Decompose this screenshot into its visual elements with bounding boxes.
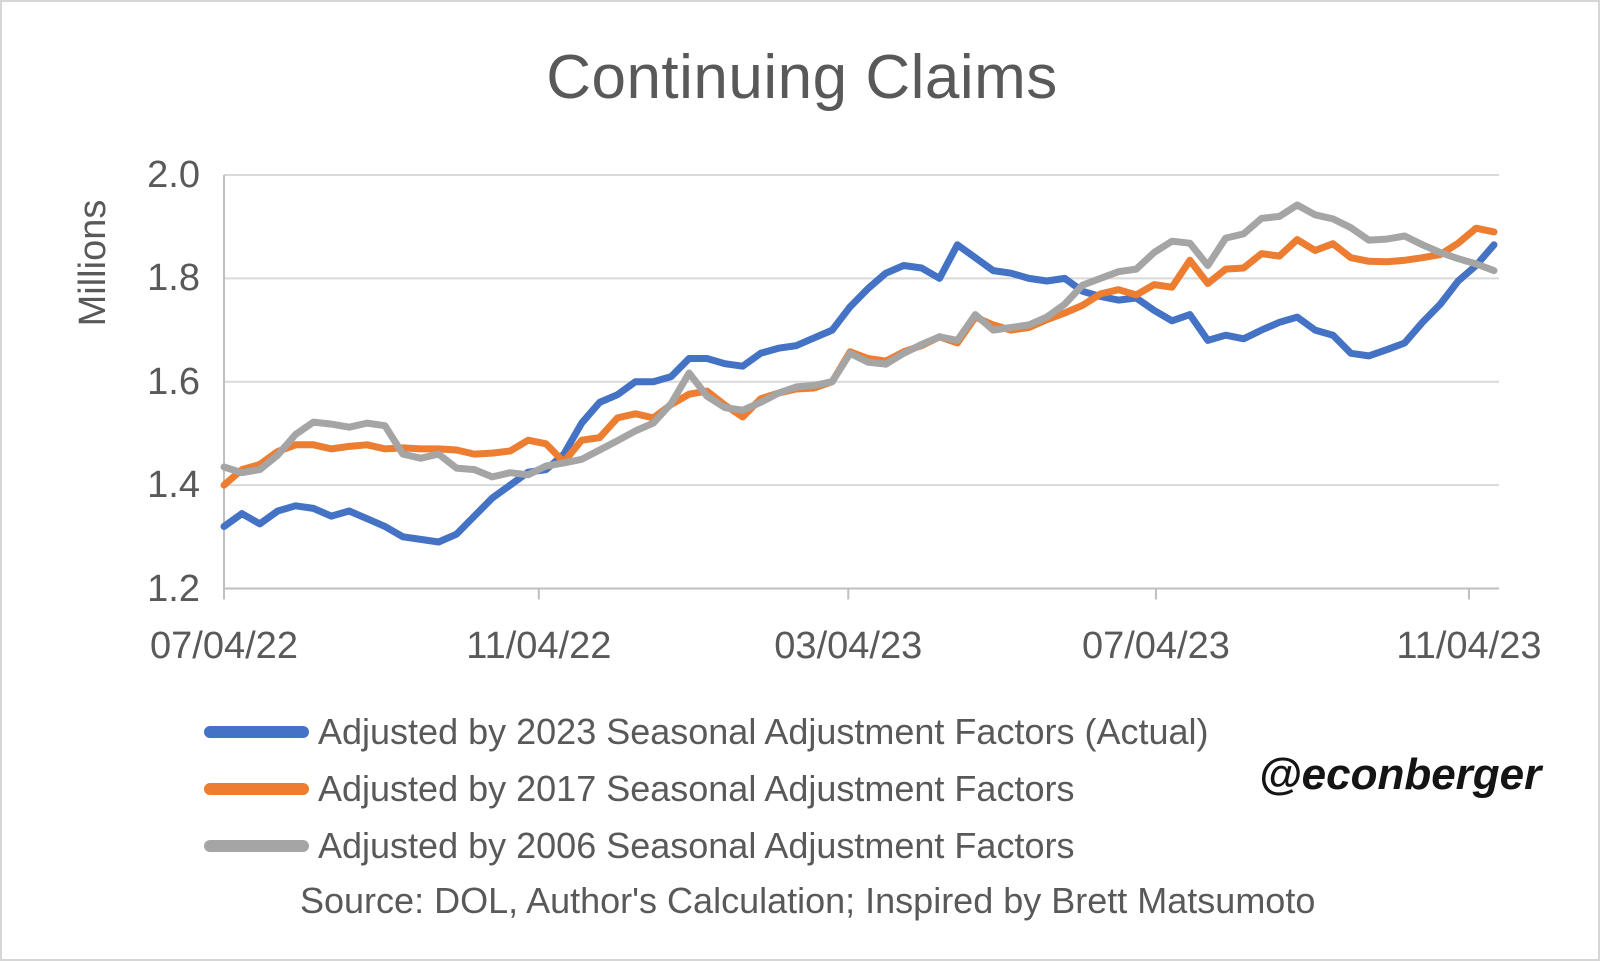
legend-item-2023-actual: Adjusted by 2023 Seasonal Adjustment Fac…	[204, 703, 1209, 760]
series-line-0	[220, 241, 1498, 546]
y-tick-label: 1.2	[147, 567, 200, 610]
watermark: @econberger	[1258, 750, 1542, 799]
source-note: Source: DOL, Author's Calculation; Inspi…	[300, 880, 1316, 921]
chart-title: Continuing Claims	[546, 43, 1058, 112]
y-tick-label: 1.4	[147, 464, 200, 507]
legend-item-2017: Adjusted by 2017 Seasonal Adjustment Fac…	[204, 760, 1209, 817]
legend: Adjusted by 2023 Seasonal Adjustment Fac…	[204, 703, 1209, 874]
legend-item-2006: Adjusted by 2006 Seasonal Adjustment Fac…	[204, 817, 1209, 874]
legend-swatch-2023-actual	[204, 725, 309, 738]
legend-label-2017: Adjusted by 2017 Seasonal Adjustment Fac…	[318, 767, 1075, 809]
x-tick-label: 03/04/23	[774, 625, 923, 667]
legend-swatch-2006	[204, 839, 309, 852]
legend-label-2006: Adjusted by 2006 Seasonal Adjustment Fac…	[318, 824, 1075, 866]
series-line-2	[220, 201, 1498, 481]
x-tick-label: 11/04/23	[1396, 625, 1542, 667]
legend-swatch-2017	[204, 782, 309, 795]
y-tick-label: 1.6	[147, 360, 200, 403]
y-tick-label: 1.8	[147, 257, 200, 300]
x-tick-label: 07/04/23	[1081, 625, 1230, 667]
y-tick-label: 2.0	[147, 154, 200, 196]
x-tick-label: 07/04/22	[150, 625, 298, 667]
x-tick-label: 11/04/22	[466, 625, 612, 667]
legend-label-2023-actual: Adjusted by 2023 Seasonal Adjustment Fac…	[318, 710, 1209, 752]
